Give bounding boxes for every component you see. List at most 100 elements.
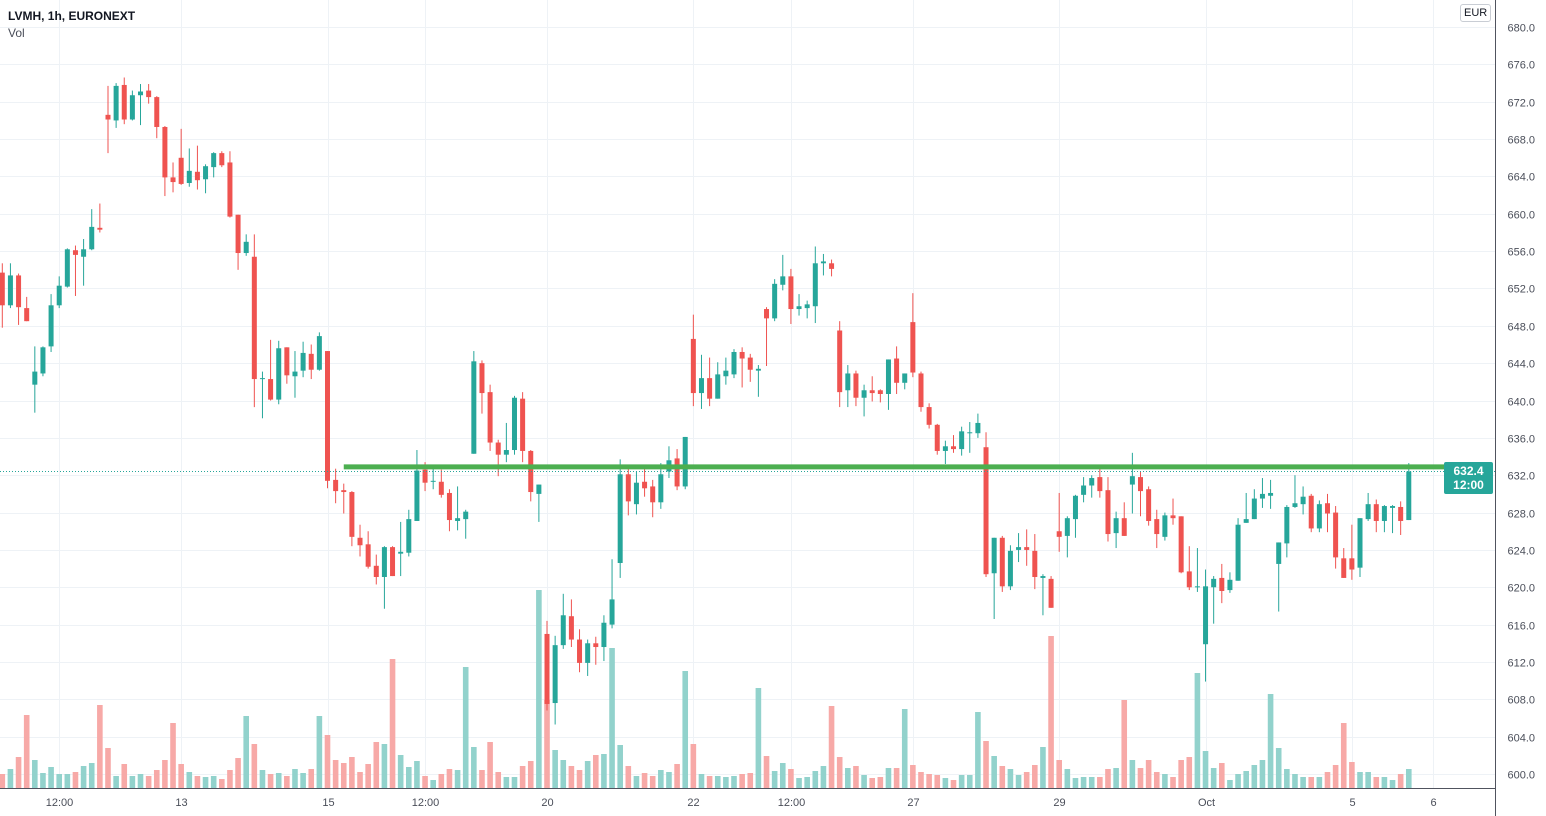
volume-bar (934, 775, 941, 788)
candle-body (48, 305, 54, 347)
volume-bar (901, 709, 908, 788)
candle-body (829, 263, 835, 269)
volume-bar (633, 776, 640, 788)
volume-bar (227, 770, 233, 788)
candle-body (1268, 492, 1274, 496)
currency-badge[interactable]: EUR (1460, 4, 1492, 22)
volume-bar (788, 769, 794, 788)
candle-body (536, 484, 542, 494)
candle-body (1032, 550, 1038, 577)
volume-bar (584, 761, 591, 788)
volume-bar (1064, 769, 1071, 788)
volume-bar (1340, 723, 1347, 788)
candle-body (593, 643, 599, 648)
volume-bar (495, 772, 502, 788)
volume-bar (1170, 777, 1176, 788)
volume-bar (137, 774, 144, 788)
candle-body (1308, 495, 1314, 529)
candle-body (845, 373, 851, 391)
candle-body (1097, 477, 1103, 492)
volume-bar (1243, 771, 1249, 788)
volume-bar (121, 764, 128, 788)
candle-body (487, 392, 493, 443)
candle-body (438, 481, 444, 495)
candle-body (365, 544, 371, 567)
candle-body (788, 276, 794, 310)
overlays (0, 464, 1495, 472)
candle-body (731, 351, 737, 375)
time-tick-label: 6 (1430, 797, 1436, 809)
candle-body (983, 447, 989, 575)
volume-bar (1032, 765, 1038, 788)
volume-bar (324, 735, 331, 788)
volume-bar (349, 757, 355, 788)
time-axis[interactable]: 12:00 13 15 12:00 20 22 12:00 27 29 Oct 5 6 (46, 797, 1437, 809)
volume-bar (1137, 768, 1144, 788)
candle-body (942, 446, 948, 451)
candle-body (16, 275, 22, 308)
candle-body (211, 153, 217, 168)
volume-bar (1210, 768, 1217, 788)
volume-bar (462, 667, 469, 788)
volume-indicator-label[interactable]: Vol (8, 26, 25, 40)
candle-body (373, 565, 379, 577)
candle-body (381, 547, 387, 577)
volume-bar (893, 768, 900, 788)
volume-bar (706, 776, 713, 788)
volume-bar (682, 671, 689, 788)
candle-body (739, 351, 745, 359)
candle-body (194, 171, 200, 181)
volume-bar (674, 764, 680, 788)
volume-bar (194, 776, 201, 788)
volume-bar (105, 748, 111, 788)
candle-body (32, 371, 38, 385)
volume-bar (1227, 780, 1233, 788)
candle-body (1276, 542, 1282, 564)
time-tick-label: 12:00 (412, 797, 440, 809)
volume-bar (113, 776, 119, 788)
candle-body (552, 645, 558, 704)
volume-bar (88, 763, 95, 788)
volume-bar (438, 774, 445, 788)
price-axis[interactable]: 600.0 604.0 608.0 612.0 616.0 620.0 624.0 628.0… (1507, 23, 1535, 782)
volume-bar (454, 770, 461, 788)
last-price-time: 12:00 (1453, 478, 1484, 493)
volume-bar (365, 764, 371, 788)
candle-body (495, 442, 501, 455)
candle-body (503, 450, 509, 455)
symbol-title[interactable]: LVMH, 1h, EURONEXT (8, 9, 136, 23)
candle-body (390, 547, 396, 577)
volume-bar (479, 770, 485, 788)
candle-body (642, 481, 648, 489)
volume-bar (72, 772, 79, 788)
volume-bar (170, 723, 176, 788)
candle-body (1259, 493, 1265, 499)
candle-body (316, 336, 322, 370)
candle-body (910, 322, 916, 373)
candle-body (544, 633, 550, 704)
price-tick-label: 612.0 (1507, 658, 1535, 670)
candle-body (528, 450, 534, 493)
candle-body (511, 397, 517, 451)
volume-bar (950, 780, 957, 788)
candle-body (780, 276, 786, 285)
price-tick-label: 600.0 (1507, 770, 1535, 782)
volume-bar (609, 648, 615, 788)
time-tick-label: 12:00 (46, 797, 74, 809)
volume-bar (446, 769, 453, 788)
volume-bar (592, 755, 599, 788)
volume-bar (779, 763, 786, 788)
candle-body (105, 114, 111, 120)
candle-body (227, 162, 233, 217)
candle-body (1284, 506, 1290, 544)
volume-bar (536, 590, 542, 788)
candle-body (251, 256, 257, 380)
price-tick-label: 604.0 (1507, 733, 1535, 745)
candle-body (894, 358, 900, 383)
candle-body (877, 390, 883, 394)
candle-body (1138, 477, 1143, 492)
candle-body (1341, 558, 1347, 578)
candle-body (40, 347, 46, 374)
volume-bar (755, 688, 762, 788)
